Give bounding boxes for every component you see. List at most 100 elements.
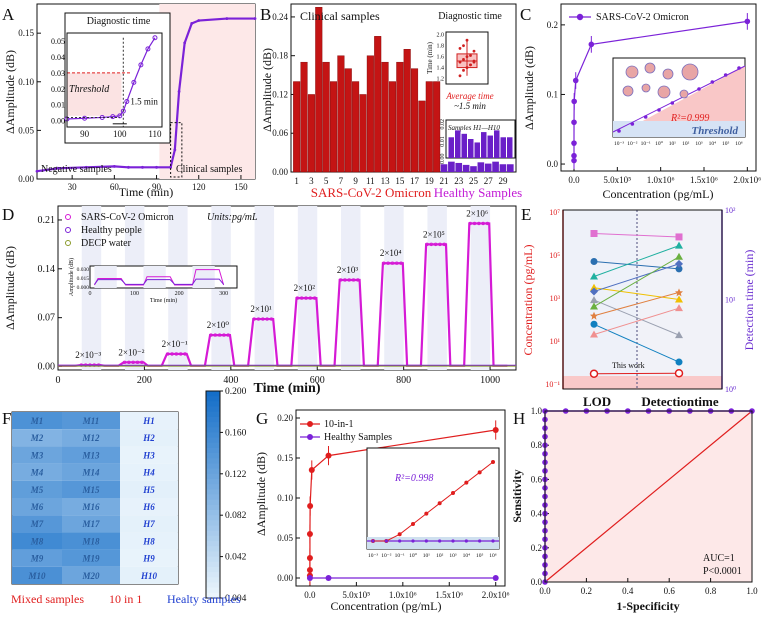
x-tick-label-b-11: 23: [454, 176, 464, 186]
inset-b1-ytick-0: 1.2: [437, 77, 445, 83]
y-tick-label-d-0: 0.00: [38, 362, 56, 373]
colorbar-seg-38: [206, 587, 220, 594]
inset-healthy-b: Samples H1—H10 0.00 0.01 0.02: [440, 119, 516, 164]
inset-a-xtick-0: 90: [80, 129, 90, 139]
bar-omicron-12: [374, 36, 382, 173]
colorbar-seg-22: [206, 504, 220, 511]
signal-point-a-14: [253, 17, 257, 20]
pair-line-e-1: [593, 260, 680, 270]
colorbar-seg-1: [206, 396, 220, 402]
panel-letter-a: A: [2, 5, 15, 24]
inset-a-point-10: [152, 35, 158, 41]
inset-b2-ytick-1: 0.01: [440, 136, 446, 147]
inset-c-point-0: [617, 129, 621, 133]
pair-marker-e-0-time: [675, 233, 683, 241]
heatmap-cell-0-9: [12, 566, 62, 584]
heatmap-label-0-8: M9: [30, 554, 44, 564]
step-point-d-9-1: [472, 221, 477, 226]
axes-frame-b: [290, 3, 517, 173]
x-tick-label-b-2: 5: [324, 176, 329, 186]
inset-d-stripe-2: [192, 266, 215, 288]
x-tick-label-a-3: 120: [192, 182, 206, 192]
step-point-d-8-2: [433, 242, 438, 247]
inset-b1-ytick-1: 1.4: [437, 66, 445, 72]
bar-healthy-23: [455, 162, 463, 172]
bar-healthy-27: [484, 163, 492, 172]
step-label-d-6: 2×10³: [337, 265, 359, 275]
panel-h: H 0.0 0.2 0.4 0.6 0.8 1.0 0.0 0.2 0.4 0.6 0.8 1.0 A…: [510, 406, 758, 613]
annotation-this-work: This work: [612, 361, 645, 370]
step-point-d-7-4: [399, 261, 403, 265]
colorbar-seg-39: [206, 592, 220, 599]
box-point-b1-12: [465, 38, 469, 42]
reference-diagonal-h: [544, 410, 753, 583]
bar-healthy-30: [507, 164, 514, 172]
step-point-d-9-3: [481, 221, 485, 226]
pair-line-e-0: [593, 233, 680, 238]
heatmap-cell-2-1: [120, 429, 178, 447]
legend-marker-10in1: [307, 421, 313, 427]
step-point-d-2-2: [174, 352, 179, 356]
inset-g-fit-label: R²=0.998: [394, 473, 433, 484]
step-label-d-9: 2×10⁶: [466, 208, 488, 218]
plot-area-g: 0.0 5.0x10⁵ 1.0x10⁶ 1.5x10⁶ 2.0x10⁶ 0.00 0.05 0…: [277, 413, 509, 600]
heatmap-cell-1-9: [62, 566, 120, 584]
heatmap-cell-2-6: [120, 515, 178, 533]
heatmap-label-1-1: M12: [81, 433, 100, 443]
x-tick-label-b-12: 25: [469, 176, 479, 186]
nanoparticle-icon-2: [662, 68, 674, 80]
inset-g-xtick-3: 10⁰: [409, 552, 418, 559]
plot-area-c: 0.0 5.0x10⁵ 1.0x10⁶ 1.5x10⁶ 2.0x10⁶ 0.0 0.1 0.2: [547, 13, 761, 185]
step-point-d-3-1: [213, 333, 217, 337]
heatmap-label-2-2: H3: [142, 450, 155, 460]
bar-omicron-17: [411, 68, 419, 173]
legend-label-healthy-d: Healthy people: [81, 225, 142, 236]
inset-d-omicron: [94, 269, 225, 286]
y-tick-left-e-4: 10⁷: [549, 208, 560, 217]
panel-letter-d: D: [2, 205, 14, 224]
pair-line-e-3: [593, 287, 680, 300]
legend-c: SARS-CoV-2 Omicron: [569, 12, 689, 23]
pair-marker-e-9-time: [675, 304, 683, 312]
panel-letter-e: E: [521, 205, 531, 224]
heatmap-cell-1-2: [62, 446, 120, 464]
inset-b2-ytick-2: 0.02: [440, 119, 446, 130]
inset-b1-ylabel: Time (min): [426, 41, 434, 73]
step-label-d-8: 2×10⁵: [423, 229, 445, 239]
step-point-d-8-4: [442, 242, 446, 247]
pair-line-e-6: [593, 256, 680, 307]
legend-marker-c: [576, 13, 584, 21]
inset-c-threshold-label: Threshold: [692, 125, 739, 137]
bar-healthy-25: [470, 166, 477, 172]
step-label-d-7: 2×10⁴: [380, 248, 402, 258]
colorbar-seg-5: [206, 416, 220, 423]
axes-frame-d: [57, 205, 517, 371]
heatmap-label-1-7: M18: [81, 536, 100, 546]
panel-f: F M1M2M3M4M5M6M7M8M9M10M11M12M13M14M15M1…: [2, 387, 247, 606]
step-label-d-4: 2×10¹: [250, 304, 272, 314]
x-tick-label-d-2: 400: [223, 375, 238, 386]
inset-g-xtick-6: 10³: [449, 553, 457, 559]
inset-d-ytick-2: 0.030: [77, 267, 90, 273]
signal-point-a-6: [155, 165, 158, 169]
inset-b2-bar-6: [487, 135, 493, 158]
pair-marker-e-7-lod: [590, 311, 598, 320]
y-tick-label-c-2: 0.2: [547, 20, 558, 30]
inset-c-point-8: [723, 73, 728, 77]
heatmap-label-2-7: H8: [142, 536, 155, 546]
inset-d-xtick-2: 200: [175, 291, 184, 297]
x-tick-label-b-5: 11: [366, 176, 375, 186]
x-tick-label-b-6: 13: [381, 176, 391, 186]
colorbar-seg-37: [206, 582, 220, 589]
healthy-point-g-0: [306, 575, 313, 581]
colorbar-seg-25: [206, 520, 220, 527]
box-point-b1-2: [465, 66, 469, 69]
box-point-b1-13: [469, 63, 472, 67]
pair-marker-e-6-time: [675, 252, 683, 260]
heatmap-cell-1-5: [62, 498, 120, 516]
heatmap-cell-1-3: [62, 463, 120, 481]
heatmap-label-2-3: H4: [142, 468, 155, 478]
pair-marker-e-5-time: [675, 331, 683, 339]
y-tick-left-e-2: 10³: [550, 294, 561, 303]
